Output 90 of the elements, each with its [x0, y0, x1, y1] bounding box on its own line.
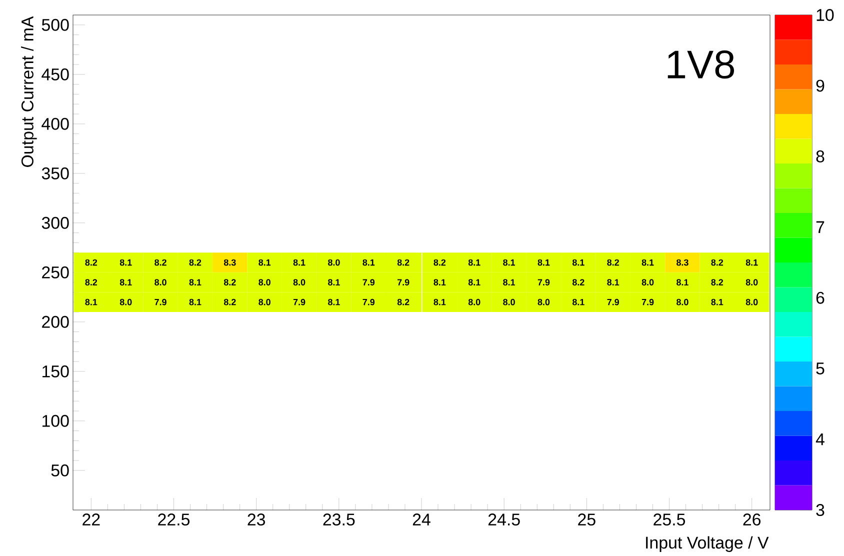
color-bar-label: 7: [816, 221, 824, 233]
data-label: 8.0: [746, 298, 758, 306]
data-label: 8.0: [642, 279, 654, 286]
data-label: 8.0: [676, 298, 688, 306]
data-label: 8.1: [607, 279, 620, 286]
x-tick-label: 23: [248, 514, 266, 526]
data-label: 8.0: [258, 279, 270, 286]
data-label: 8.1: [676, 279, 688, 286]
data-label: 8.0: [746, 279, 758, 286]
data-label: 8.0: [120, 298, 132, 306]
x-tick-label: 22: [82, 514, 100, 526]
data-label: 8.1: [328, 279, 340, 286]
y-tick-label: 250: [42, 266, 69, 278]
y-tick-label: 50: [51, 464, 69, 476]
data-label: 8.2: [434, 259, 446, 266]
y-tick-label: 150: [42, 365, 69, 378]
x-axis-title: Input Voltage / V: [646, 536, 769, 552]
data-label: 7.9: [642, 298, 654, 306]
data-label: 8.2: [397, 259, 410, 266]
data-label: 8.0: [293, 279, 306, 286]
data-label: 8.0: [328, 259, 340, 266]
color-bar-label: 4: [816, 433, 824, 446]
data-label: 8.0: [538, 298, 550, 306]
data-label: 8.3: [676, 259, 688, 266]
data-label: 8.1: [189, 298, 202, 306]
data-label: 8.2: [189, 259, 202, 266]
data-label: 8.1: [258, 259, 271, 266]
data-label: 7.9: [293, 298, 306, 306]
data-label: 8.1: [746, 259, 758, 266]
color-bar-label: 10: [816, 8, 834, 21]
data-label: 8.2: [572, 279, 584, 286]
x-tick-label: 23.5: [323, 514, 355, 526]
data-label: 8.1: [503, 259, 516, 266]
data-label: 8.2: [224, 279, 236, 286]
data-label: 8.0: [258, 298, 270, 306]
data-label: 8.2: [85, 259, 98, 266]
data-label: 8.2: [85, 279, 98, 286]
y-tick-label: 200: [42, 316, 69, 328]
data-label: 8.1: [503, 279, 516, 286]
data-label: 7.9: [607, 298, 619, 306]
data-label: 8.0: [154, 279, 166, 286]
data-label: 8.1: [572, 298, 584, 306]
data-label: 8.1: [468, 279, 480, 286]
data-label: 8.1: [328, 298, 340, 306]
data-label: 8.2: [711, 259, 724, 266]
data-label: 8.1: [85, 298, 98, 306]
x-tick-label: 24.5: [488, 514, 520, 526]
y-axis-title: Output Current / mA: [21, 16, 37, 167]
data-label: 7.9: [397, 279, 410, 286]
data-label: 8.1: [434, 298, 446, 306]
x-tick-label: 25: [578, 514, 596, 526]
color-bar-label: 8: [816, 150, 824, 162]
data-label: 7.9: [154, 298, 166, 306]
y-tick-label: 450: [42, 68, 69, 80]
data-label: 8.1: [189, 279, 202, 286]
data-label: 7.9: [362, 279, 375, 286]
data-label: 8.2: [154, 259, 166, 266]
data-label: 8.3: [224, 259, 236, 266]
data-label: 8.0: [503, 298, 515, 306]
data-label: 8.1: [293, 259, 306, 266]
data-label: 8.1: [642, 259, 654, 266]
data-label: 8.1: [468, 259, 480, 266]
data-label: 8.1: [362, 259, 375, 266]
data-label: 8.2: [711, 279, 724, 286]
x-tick-label: 24: [412, 514, 430, 526]
color-bar-label: 9: [816, 80, 824, 92]
y-tick-label: 400: [42, 118, 69, 130]
y-tick-label: 100: [42, 414, 69, 427]
x-tick-label: 22.5: [158, 514, 190, 526]
data-label: 8.1: [538, 259, 550, 266]
data-label: 8.2: [607, 259, 619, 266]
data-label: 8.1: [434, 279, 446, 286]
x-tick-label: 25.5: [654, 514, 686, 526]
data-label: 7.9: [362, 298, 375, 306]
color-bar-label: 5: [816, 362, 824, 374]
x-tick-label: 26: [743, 514, 761, 526]
color-bar-label: 6: [816, 292, 824, 304]
data-label: 8.1: [711, 298, 724, 306]
data-label: 7.9: [538, 279, 550, 286]
text: 1V8: [668, 50, 734, 79]
data-label: 8.0: [468, 298, 480, 306]
y-tick-label: 500: [42, 18, 69, 31]
color-bar-label: 3: [816, 504, 824, 516]
data-label: 8.1: [572, 259, 584, 266]
data-label: 8.1: [120, 279, 132, 286]
y-tick-label: 350: [42, 167, 69, 180]
data-label: 8.1: [120, 259, 132, 266]
data-label: 8.2: [224, 298, 236, 306]
data-label: 8.2: [397, 298, 410, 306]
y-tick-label: 300: [42, 216, 69, 229]
